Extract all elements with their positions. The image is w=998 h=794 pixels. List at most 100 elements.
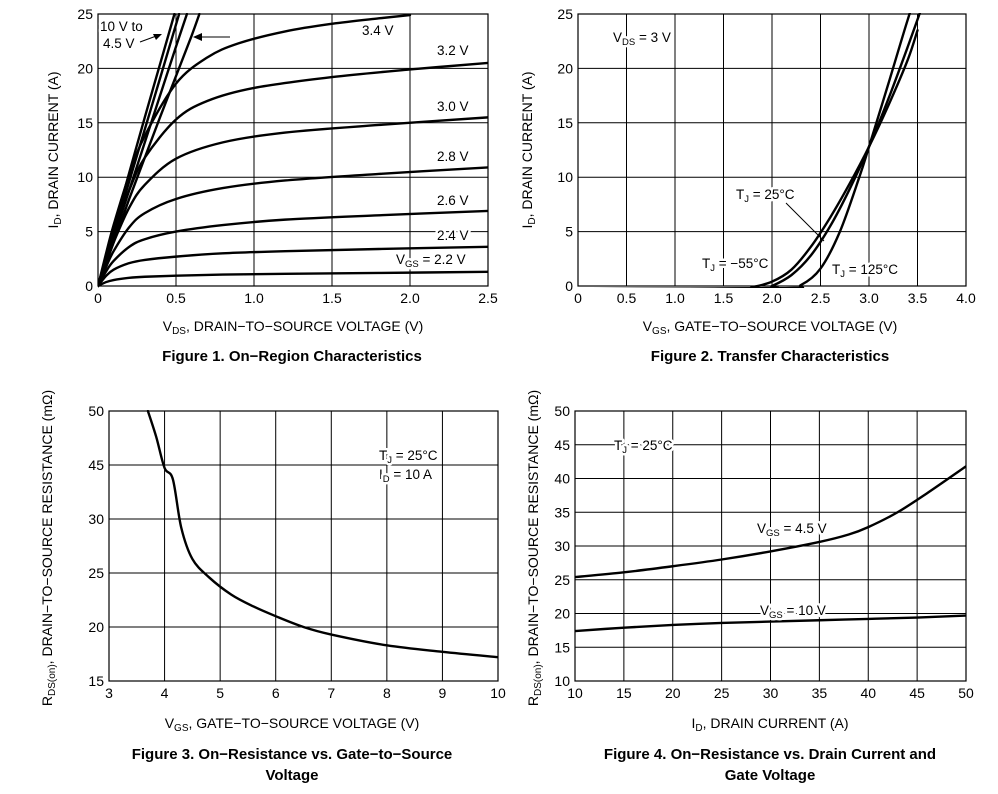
fig1-label-vgs-2-2v: VGS = 2.2 V	[396, 252, 466, 270]
fig4-y-tick-2: 20	[554, 606, 570, 622]
figure-2-transfer: 0 0.5 1.0 1.5 2.0 2.5 3.0 3.5 4.0 0 5 10 15 20 25 VGS…	[519, 6, 976, 365]
fig3-x-tick-2: 5	[216, 685, 224, 701]
fig2-grid	[578, 14, 966, 286]
fig3-x-tick-5: 8	[383, 685, 391, 701]
fig2-x-tick-8: 4.0	[956, 290, 976, 306]
fig2-x-tick-0: 0	[574, 290, 582, 306]
fig1-x-axis-label: VDS, DRAIN−TO−SOURCE VOLTAGE (V)	[163, 318, 424, 337]
fig3-y-ticks: 15 20 25 30 45 50	[88, 403, 104, 689]
fig3-x-tick-1: 4	[161, 685, 169, 701]
fig1-series-9	[98, 13, 181, 288]
fig4-label-vgs-4-5v: VGS = 4.5 V	[757, 521, 827, 539]
fig4-x-tick-3: 25	[714, 685, 730, 701]
fig3-y-tick-5: 50	[88, 403, 104, 419]
fig1-plot-frame	[97, 13, 489, 287]
fig3-x-tick-6: 9	[439, 685, 447, 701]
fig2-label-tj-25c: TJ = 25°C	[736, 187, 795, 205]
fig3-grid	[109, 411, 498, 681]
fig2-x-tick-1: 0.5	[617, 290, 637, 306]
fig2-x-tick-3: 1.5	[714, 290, 734, 306]
fig1-series-0	[98, 270, 488, 288]
fig4-y-tick-1: 15	[554, 639, 570, 655]
fig1-caption: Figure 1. On−Region Characteristics	[162, 348, 422, 365]
fig4-y-tick-8: 50	[554, 403, 570, 419]
fig4-x-axis-label: ID, DRAIN CURRENT (A)	[691, 715, 848, 734]
fig2-y-tick-2: 10	[557, 169, 573, 185]
fig3-y-axis-label: RDS(on), DRAIN−TO−SOURCE RESISTANCE (mΩ)	[39, 390, 58, 706]
fig3-label-id: ID = 10 A	[379, 467, 432, 485]
fig2-x-tick-5: 2.5	[811, 290, 831, 306]
fig4-y-tick-6: 40	[554, 471, 570, 487]
fig1-curves	[98, 13, 488, 288]
fig2-x-tick-7: 3.5	[908, 290, 928, 306]
fig1-y-tick-2: 10	[77, 169, 93, 185]
fig3-x-ticks: 3 4 5 6 7 8 9 10	[105, 685, 506, 701]
fig2-x-tick-4: 2.0	[762, 290, 782, 306]
fig3-x-axis-label: VGS, GATE−TO−SOURCE VOLTAGE (V)	[165, 715, 420, 734]
fig1-label-10v-to: 10 V to	[100, 19, 143, 34]
fig1-x-tick-0: 0	[94, 290, 102, 306]
fig4-plot-frame	[574, 410, 967, 682]
fig2-caption: Figure 2. Transfer Characteristics	[651, 348, 889, 365]
fig1-series-1	[98, 245, 488, 288]
fig2-label-tj-125c: TJ = 125°C	[832, 262, 898, 280]
fig4-x-tick-4: 30	[763, 685, 779, 701]
fig1-x-tick-1: 0.5	[166, 290, 186, 306]
fig1-label-2-4v: 2.4 V	[437, 228, 469, 243]
fig1-series-3	[98, 166, 488, 288]
fig1-x-tick-3: 1.5	[322, 290, 342, 306]
fig4-x-tick-1: 15	[616, 685, 632, 701]
fig2-y-tick-4: 20	[557, 60, 573, 76]
fig4-series-1	[575, 614, 966, 633]
fig1-y-tick-1: 5	[85, 224, 93, 240]
fig1-y-tick-4: 20	[77, 60, 93, 76]
fig4-x-tick-8: 50	[958, 685, 974, 701]
fig2-x-tick-2: 1.0	[665, 290, 685, 306]
fig1-x-ticks: 0 0.5 1.0 1.5 2.0 2.5	[94, 290, 498, 306]
fig1-x-tick-4: 2.0	[400, 290, 420, 306]
fig3-x-tick-3: 6	[272, 685, 280, 701]
fig1-arrowhead-right	[193, 33, 202, 41]
fig2-series-1	[589, 13, 922, 288]
fig4-caption-line2: Gate Voltage	[725, 767, 816, 784]
fig1-label-2-8v: 2.8 V	[437, 149, 469, 164]
fig4-y-tick-7: 45	[554, 437, 570, 453]
fig1-y-ticks: 0 5 10 15 20 25	[77, 6, 93, 294]
fig3-y-tick-1: 20	[88, 619, 104, 635]
fig3-y-tick-3: 30	[88, 511, 104, 527]
fig2-y-tick-5: 25	[557, 6, 573, 22]
fig1-label-4-5v: 4.5 V	[103, 36, 135, 51]
fig2-y-axis-label: ID, DRAIN CURRENT (A)	[519, 71, 538, 228]
fig1-y-tick-3: 15	[77, 115, 93, 131]
fig1-y-axis-label: ID, DRAIN CURRENT (A)	[45, 71, 64, 228]
fig4-x-tick-0: 10	[567, 685, 583, 701]
fig3-caption-line1: Figure 3. On−Resistance vs. Gate−to−Sour…	[132, 746, 453, 763]
fig4-grid	[575, 411, 966, 681]
fig4-x-ticks: 10 15 20 25 30 35 40 45 50	[567, 685, 974, 701]
fig4-y-tick-0: 10	[554, 673, 570, 689]
fig4-x-tick-6: 40	[860, 685, 876, 701]
fig4-x-tick-5: 35	[812, 685, 828, 701]
fig4-y-axis-label: RDS(on), DRAIN−TO−SOURCE RESISTANCE (mΩ)	[525, 390, 544, 706]
fig2-series-0	[736, 29, 919, 288]
fig2-y-tick-0: 0	[565, 278, 573, 294]
fig1-label-2-6v: 2.6 V	[437, 193, 469, 208]
fig4-y-tick-3: 25	[554, 572, 570, 588]
fig1-arrowhead-left	[153, 34, 162, 40]
fig1-y-tick-5: 25	[77, 6, 93, 22]
fig4-label-tj: TJ = 25°C	[614, 438, 673, 456]
fig1-grid	[98, 14, 488, 286]
fig1-x-tick-5: 2.5	[478, 290, 498, 306]
fig3-label-tj: TJ = 25°C	[379, 448, 438, 466]
fig3-x-tick-7: 10	[490, 685, 506, 701]
fig4-y-ticks: 10 15 20 25 30 35 40 45 50	[554, 403, 570, 689]
fig2-x-ticks: 0 0.5 1.0 1.5 2.0 2.5 3.0 3.5 4.0	[574, 290, 976, 306]
fig3-plot-frame	[108, 410, 499, 682]
fig3-x-tick-4: 7	[327, 685, 335, 701]
figure-4-rds-vs-id: 10 15 20 25 30 35 40 45 50 10 15 20 25 30 35 40 45 50 ID…	[525, 390, 974, 784]
fig1-y-tick-0: 0	[85, 278, 93, 294]
fig4-y-tick-5: 35	[554, 504, 570, 520]
fig3-y-tick-2: 25	[88, 565, 104, 581]
fig4-x-tick-7: 45	[909, 685, 925, 701]
